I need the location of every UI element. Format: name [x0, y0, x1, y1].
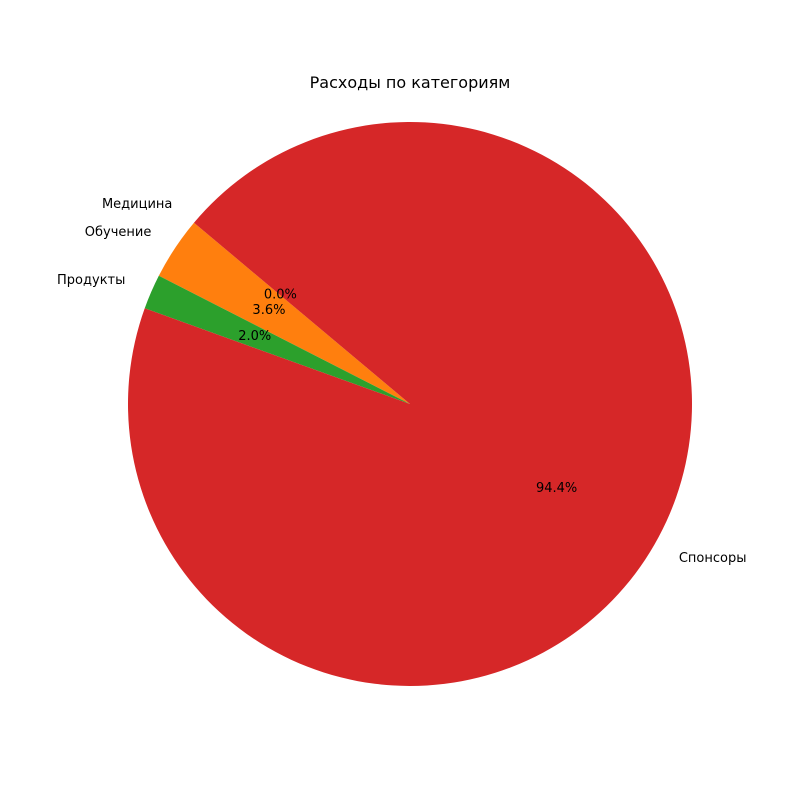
slice-label-1: Медицина	[102, 197, 172, 212]
slice-label-4: Спонсоры	[679, 551, 747, 566]
pie-slices	[128, 121, 692, 686]
pie-labels: Медицина 0.0% Обучение 3.6% Продукты 2.0% Спон…	[57, 197, 746, 566]
percent-label-3: 2.0%	[238, 329, 271, 344]
pie-slice-3	[144, 275, 410, 404]
slice-label-2: Обучение	[85, 225, 152, 240]
slice-label-3: Продукты	[57, 273, 125, 288]
percent-label-4: 94.4%	[536, 481, 577, 496]
percent-label-1: 0.0%	[264, 288, 297, 303]
pie-slice-2	[158, 222, 410, 404]
pie-slice-4	[128, 121, 692, 686]
percent-label-2: 3.6%	[252, 303, 285, 318]
chart-title: Расходы по категориям	[310, 73, 511, 92]
